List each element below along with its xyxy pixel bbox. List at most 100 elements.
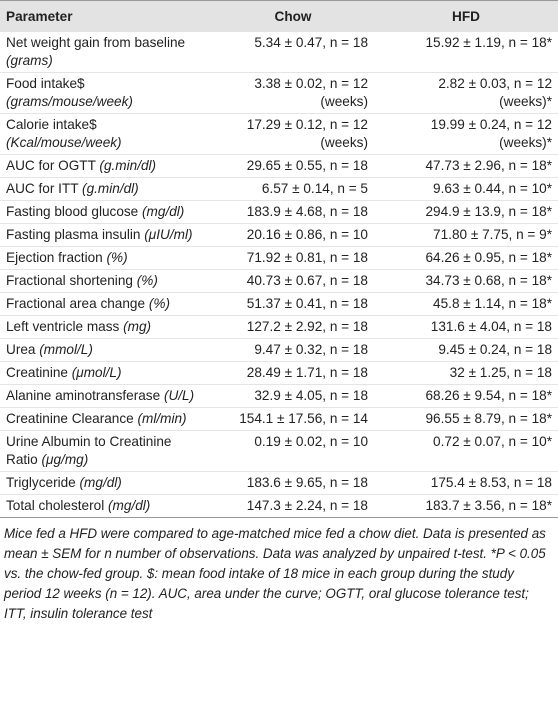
parameter-unit: (ml/min)	[137, 411, 187, 426]
parameter-cell: Creatinine Clearance (ml/min)	[0, 407, 212, 431]
hfd-cell: 15.92 ± 1.19, n = 18*	[374, 31, 558, 73]
value-line: 5.34 ± 0.47, n = 18	[254, 35, 368, 50]
parameter-cell: Urea (mmol/L)	[0, 338, 212, 362]
value-line: (weeks)*	[499, 135, 552, 150]
table-row: Calorie intake$ (Kcal/mouse/week) 17.29 ±…	[0, 113, 558, 155]
hfd-cell: 47.73 ± 2.96, n = 18*	[374, 154, 558, 178]
column-header: Parameter	[0, 0, 212, 32]
table-row: Urine Albumin to Creatinine Ratio (μg/mg…	[0, 430, 558, 472]
parameter-name: Creatinine	[6, 365, 68, 380]
hfd-cell: 68.26 ± 9.54, n = 18*	[374, 384, 558, 408]
table-row: Total cholesterol (mg/dl) 147.3 ± 2.24, n…	[0, 494, 558, 518]
table-row: Net weight gain from baseline (grams) 5.3…	[0, 31, 558, 73]
parameter-name: Calorie intake$	[6, 117, 97, 132]
hfd-cell: 131.6 ± 4.04, n = 18	[374, 315, 558, 339]
parameter-cell: Net weight gain from baseline (grams)	[0, 31, 212, 73]
table-row: Ejection fraction (%) 71.92 ± 0.81, n = 1…	[0, 246, 558, 270]
parameter-name: Food intake$	[6, 76, 85, 91]
table-row: Left ventricle mass (mg) 127.2 ± 2.92, n …	[0, 315, 558, 339]
chow-cell: 183.9 ± 4.68, n = 18	[212, 200, 374, 224]
parameter-unit: (U/L)	[163, 388, 195, 403]
hfd-cell: 294.9 ± 13.9, n = 18*	[374, 200, 558, 224]
table-row: Fasting plasma insulin (μIU/ml) 20.16 ± 0…	[0, 223, 558, 247]
parameter-unit: (mmol/L)	[39, 342, 93, 357]
parameter-unit: (%)	[106, 250, 128, 265]
value-line: 68.26 ± 9.54, n = 18*	[425, 388, 552, 403]
parameter-unit: (grams)	[6, 53, 53, 68]
value-line: 96.55 ± 8.79, n = 18*	[425, 411, 552, 426]
value-line: 29.65 ± 0.55, n = 18	[246, 158, 368, 173]
table-row: Triglyceride (mg/dl) 183.6 ± 9.65, n = 18…	[0, 471, 558, 495]
footnote: Mice fed a HFD were compared to age-matc…	[4, 526, 546, 621]
value-line: 9.45 ± 0.24, n = 18	[438, 342, 552, 357]
value-line: (weeks)	[320, 135, 368, 150]
chow-cell: 17.29 ± 0.12, n = 12 (weeks)	[212, 113, 374, 155]
table-row: AUC for OGTT (g.min/dl) 29.65 ± 0.55, n =…	[0, 154, 558, 178]
hfd-cell: 96.55 ± 8.79, n = 18*	[374, 407, 558, 431]
column-header: HFD	[374, 0, 558, 32]
header-row: Parameter Chow HFD	[0, 0, 558, 32]
chow-cell: 0.19 ± 0.02, n = 10	[212, 430, 374, 472]
parameter-unit: (g.min/dl)	[82, 181, 139, 196]
chow-cell: 51.37 ± 0.41, n = 18	[212, 292, 374, 316]
value-line: 0.72 ± 0.07, n = 10*	[433, 434, 552, 449]
value-line: 127.2 ± 2.92, n = 18	[246, 319, 368, 334]
table-row: Fractional shortening (%) 40.73 ± 0.67, n…	[0, 269, 558, 293]
parameter-cell: Fasting plasma insulin (μIU/ml)	[0, 223, 212, 247]
parameter-name: Ejection fraction	[6, 250, 103, 265]
value-line: 17.29 ± 0.12, n = 12	[246, 117, 368, 132]
hfd-cell: 2.82 ± 0.03, n = 12 (weeks)*	[374, 72, 558, 114]
value-line: 34.73 ± 0.68, n = 18*	[425, 273, 552, 288]
value-line: 183.7 ± 3.56, n = 18*	[425, 498, 552, 513]
value-line: 2.82 ± 0.03, n = 12	[438, 76, 552, 91]
parameter-name: Urea	[6, 342, 36, 357]
value-line: 71.80 ± 7.75, n = 9*	[433, 227, 552, 242]
parameter-unit: (μmol/L)	[71, 365, 122, 380]
parameter-name: Alanine aminotransferase	[6, 388, 161, 403]
parameter-cell: Fractional shortening (%)	[0, 269, 212, 293]
parameter-name: Left ventricle mass	[6, 319, 120, 334]
value-line: 183.6 ± 9.65, n = 18	[246, 475, 368, 490]
hfd-cell: 45.8 ± 1.14, n = 18*	[374, 292, 558, 316]
parameter-name: AUC for ITT	[6, 181, 79, 196]
value-line: 175.4 ± 8.53, n = 18	[430, 475, 552, 490]
table-row: Food intake$ (grams/mouse/week) 3.38 ± 0.…	[0, 72, 558, 114]
hfd-cell: 0.72 ± 0.07, n = 10*	[374, 430, 558, 472]
chow-cell: 154.1 ± 17.56, n = 14	[212, 407, 374, 431]
hfd-cell: 9.63 ± 0.44, n = 10*	[374, 177, 558, 201]
parameter-unit: (μIU/ml)	[144, 227, 193, 242]
parameter-name: Creatinine Clearance	[6, 411, 134, 426]
chow-cell: 3.38 ± 0.02, n = 12 (weeks)	[212, 72, 374, 114]
value-line: 20.16 ± 0.86, n = 10	[246, 227, 368, 242]
parameter-name: Urine Albumin to Creatinine Ratio	[6, 434, 172, 467]
chow-cell: 71.92 ± 0.81, n = 18	[212, 246, 374, 270]
chow-cell: 20.16 ± 0.86, n = 10	[212, 223, 374, 247]
value-line: 0.19 ± 0.02, n = 10	[254, 434, 368, 449]
hfd-cell: 19.99 ± 0.24, n = 12 (weeks)*	[374, 113, 558, 155]
parameter-cell: Alanine aminotransferase (U/L)	[0, 384, 212, 408]
hfd-cell: 34.73 ± 0.68, n = 18*	[374, 269, 558, 293]
value-line: 9.47 ± 0.32, n = 18	[254, 342, 368, 357]
parameter-unit: (mg)	[123, 319, 152, 334]
value-line: 71.92 ± 0.81, n = 18	[246, 250, 368, 265]
parameter-unit: (mg/dl)	[108, 498, 151, 513]
parameter-name: Fractional shortening	[6, 273, 133, 288]
parameter-name: AUC for OGTT	[6, 158, 96, 173]
value-line: 154.1 ± 17.56, n = 14	[239, 411, 368, 426]
parameter-name: Total cholesterol	[6, 498, 105, 513]
hfd-cell: 32 ± 1.25, n = 18	[374, 361, 558, 385]
parameter-name: Triglyceride	[6, 475, 76, 490]
parameter-unit: (mg/dl)	[142, 204, 185, 219]
value-line: 40.73 ± 0.67, n = 18	[246, 273, 368, 288]
parameter-unit: (%)	[148, 296, 170, 311]
data-table: Parameter Chow HFD Net weight gain from …	[0, 0, 558, 518]
value-line: 147.3 ± 2.24, n = 18	[246, 498, 368, 513]
value-line: 9.63 ± 0.44, n = 10*	[433, 181, 552, 196]
value-line: 19.99 ± 0.24, n = 12	[430, 117, 552, 132]
parameter-unit: (mg/dl)	[79, 475, 122, 490]
value-line: 28.49 ± 1.71, n = 18	[246, 365, 368, 380]
parameter-cell: AUC for OGTT (g.min/dl)	[0, 154, 212, 178]
parameter-cell: Food intake$ (grams/mouse/week)	[0, 72, 212, 114]
parameter-cell: Triglyceride (mg/dl)	[0, 471, 212, 495]
